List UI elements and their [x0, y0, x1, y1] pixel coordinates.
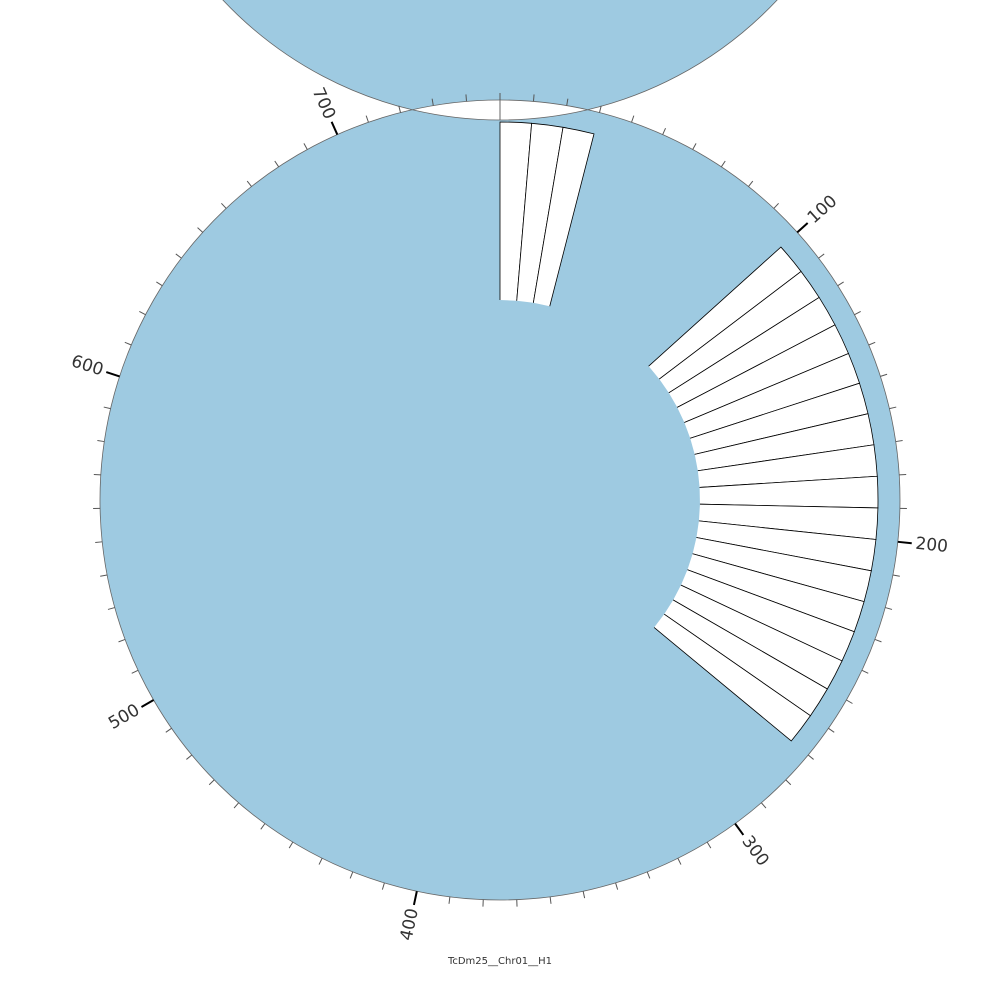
- minor-tick: [818, 253, 825, 259]
- minor-tick: [892, 574, 900, 577]
- major-tick: [897, 540, 912, 545]
- minor-tick: [175, 253, 182, 259]
- tick-label: 600: [69, 351, 106, 380]
- minor-tick: [288, 841, 294, 849]
- minor-tick: [773, 202, 779, 209]
- chart-title: TcDm25__Chr01__H1: [447, 956, 552, 967]
- minor-tick: [124, 341, 132, 346]
- minor-tick: [582, 891, 586, 899]
- bar: [653, 613, 811, 742]
- tick-label: 200: [914, 534, 948, 557]
- minor-tick: [107, 607, 115, 610]
- major-tick: [796, 222, 809, 234]
- major-tick: [412, 891, 418, 906]
- minor-tick: [100, 574, 108, 577]
- minor-tick: [97, 440, 105, 443]
- minor-tick: [785, 779, 792, 786]
- minor-tick: [889, 406, 897, 410]
- minor-tick: [95, 541, 103, 544]
- minor-tick: [165, 727, 172, 733]
- minor-tick: [807, 754, 814, 760]
- minor-tick: [398, 105, 402, 113]
- minor-tick: [760, 802, 767, 809]
- bar: [532, 126, 595, 307]
- minor-tick: [131, 669, 139, 674]
- tick-label: 400: [397, 907, 423, 943]
- minor-tick: [381, 882, 385, 890]
- minor-tick: [885, 607, 893, 610]
- minor-tick: [365, 115, 369, 123]
- minor-tick: [861, 669, 869, 674]
- minor-tick: [706, 841, 712, 849]
- minor-tick: [598, 105, 602, 113]
- minor-tick: [895, 440, 903, 443]
- minor-tick: [103, 406, 111, 410]
- minor-tick: [318, 858, 323, 865]
- ideogram-ring: [99, 0, 901, 901]
- minor-tick: [868, 341, 876, 346]
- minor-tick: [692, 143, 697, 150]
- minor-tick: [646, 871, 651, 879]
- minor-tick: [566, 98, 569, 106]
- minor-tick: [197, 227, 204, 233]
- tick-label: 100: [804, 191, 842, 228]
- minor-tick: [139, 310, 146, 316]
- minor-tick: [874, 638, 882, 643]
- major-tick: [330, 121, 339, 135]
- minor-tick: [880, 373, 888, 377]
- minor-tick: [246, 180, 252, 187]
- major-tick: [734, 823, 745, 836]
- tick-label: 300: [737, 832, 772, 870]
- minor-tick: [431, 98, 434, 106]
- minor-tick: [156, 281, 163, 287]
- major-tick: [105, 371, 120, 378]
- minor-tick: [549, 896, 552, 904]
- minor-tick: [837, 281, 844, 287]
- minor-tick: [662, 127, 666, 135]
- minor-tick: [677, 858, 682, 865]
- minor-tick: [233, 802, 240, 809]
- minor-tick: [349, 871, 354, 879]
- minor-tick: [532, 94, 535, 102]
- minor-tick: [748, 180, 754, 187]
- minor-tick: [260, 823, 266, 830]
- minor-tick: [828, 727, 835, 733]
- minor-tick: [303, 143, 308, 150]
- minor-tick: [274, 160, 280, 168]
- minor-tick: [854, 310, 861, 316]
- minor-tick: [846, 699, 853, 704]
- major-tick: [140, 699, 155, 708]
- minor-tick: [615, 882, 619, 890]
- minor-tick: [208, 779, 215, 786]
- minor-tick: [118, 638, 126, 643]
- minor-tick: [221, 202, 227, 209]
- tick-label: 700: [308, 85, 339, 123]
- tick-label: 500: [105, 700, 143, 734]
- minor-tick: [465, 94, 468, 102]
- minor-tick: [720, 160, 726, 168]
- minor-tick: [186, 754, 193, 760]
- minor-tick: [631, 115, 635, 123]
- minor-tick: [448, 896, 451, 904]
